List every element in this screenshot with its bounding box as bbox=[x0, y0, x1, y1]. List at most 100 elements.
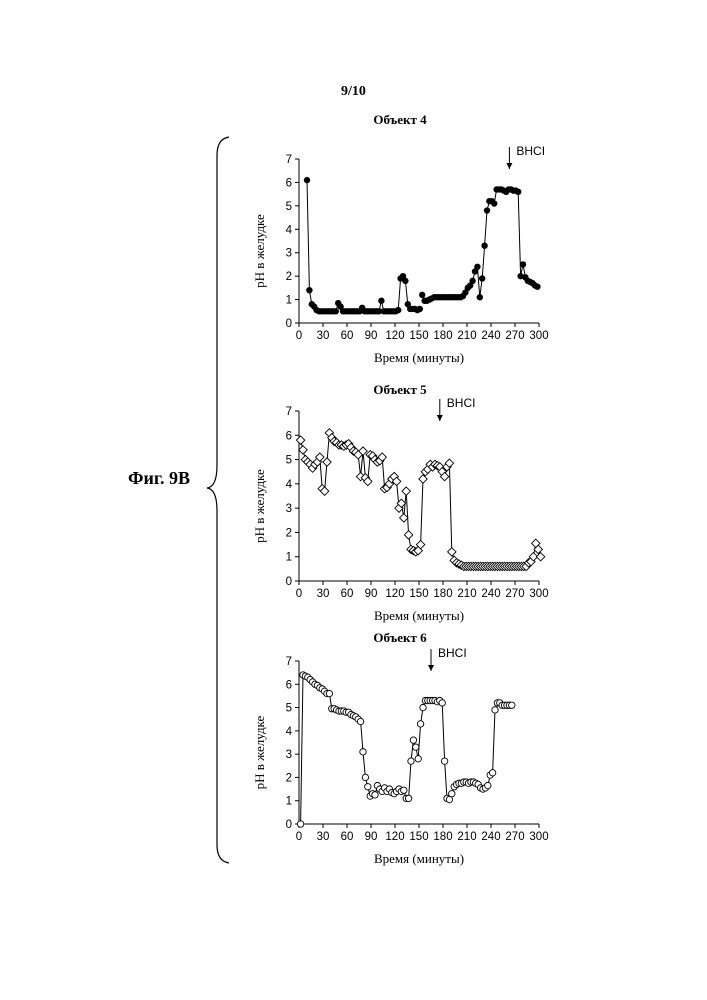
x-axis-label: Время (минуты) bbox=[374, 851, 464, 866]
arrow-head bbox=[437, 415, 443, 421]
data-point bbox=[520, 261, 526, 267]
chart-subject-4: Объект 4 0123456703060901201501802102402… bbox=[245, 112, 555, 372]
x-tick-label: 0 bbox=[296, 831, 302, 843]
data-point bbox=[534, 283, 540, 289]
data-point bbox=[449, 791, 455, 797]
chart-subject-6: Объект 6 0123456703060901201501802102402… bbox=[245, 630, 555, 870]
y-tick-label: 6 bbox=[286, 679, 292, 691]
data-point bbox=[360, 749, 366, 755]
data-point bbox=[417, 721, 423, 727]
x-tick-label: 210 bbox=[457, 831, 476, 843]
x-tick-label: 180 bbox=[433, 831, 452, 843]
data-point bbox=[372, 792, 378, 798]
x-tick-label: 210 bbox=[457, 330, 476, 342]
data-point bbox=[474, 264, 480, 270]
x-tick-label: 300 bbox=[529, 330, 548, 342]
data-point bbox=[306, 287, 312, 293]
data-point bbox=[405, 795, 411, 801]
x-tick-label: 120 bbox=[385, 588, 404, 600]
data-point bbox=[479, 275, 485, 281]
y-tick-label: 0 bbox=[286, 318, 292, 330]
x-tick-label: 60 bbox=[341, 831, 354, 843]
x-tick-label: 90 bbox=[365, 831, 378, 843]
y-tick-label: 0 bbox=[286, 819, 292, 831]
x-tick-label: 60 bbox=[341, 330, 354, 342]
data-point bbox=[419, 475, 427, 483]
arrow-head bbox=[428, 665, 434, 671]
x-tick-label: 300 bbox=[529, 831, 548, 843]
x-tick-label: 150 bbox=[409, 588, 428, 600]
y-tick-label: 7 bbox=[286, 656, 292, 668]
data-point bbox=[400, 514, 408, 522]
y-tick-label: 1 bbox=[286, 796, 292, 808]
data-point bbox=[417, 306, 423, 312]
x-tick-label: 60 bbox=[341, 588, 354, 600]
annotation-label: BHCI bbox=[447, 396, 476, 410]
chart-plot: 012345670306090120150180210240270300Врем… bbox=[245, 112, 555, 372]
x-tick-label: 180 bbox=[433, 588, 452, 600]
y-tick-label: 5 bbox=[286, 201, 292, 213]
y-tick-label: 6 bbox=[286, 177, 292, 189]
data-point bbox=[297, 821, 303, 827]
x-tick-label: 90 bbox=[365, 330, 378, 342]
data-point bbox=[509, 702, 515, 708]
data-point bbox=[365, 784, 371, 790]
chart-plot: 012345670306090120150180210240270300Врем… bbox=[245, 630, 555, 870]
data-point bbox=[415, 756, 421, 762]
y-tick-label: 2 bbox=[286, 271, 292, 283]
chart-subject-5: Объект 5 0123456703060901201501802102402… bbox=[245, 382, 555, 622]
x-tick-label: 270 bbox=[505, 831, 524, 843]
x-tick-label: 300 bbox=[529, 588, 548, 600]
x-tick-label: 0 bbox=[296, 330, 302, 342]
y-tick-label: 7 bbox=[286, 154, 292, 166]
x-tick-label: 30 bbox=[317, 330, 330, 342]
series-line bbox=[422, 190, 537, 301]
data-point bbox=[469, 278, 475, 284]
y-tick-label: 2 bbox=[286, 527, 292, 539]
data-point bbox=[489, 770, 495, 776]
y-axis-label: pH в желудке bbox=[252, 214, 267, 288]
x-tick-label: 210 bbox=[457, 588, 476, 600]
y-axis-label: pH в желудке bbox=[252, 469, 267, 543]
data-point bbox=[323, 458, 331, 466]
data-point bbox=[515, 189, 521, 195]
data-point bbox=[304, 177, 310, 183]
data-point bbox=[441, 758, 447, 764]
data-point bbox=[439, 700, 445, 706]
data-point bbox=[410, 737, 416, 743]
x-tick-label: 90 bbox=[365, 588, 378, 600]
data-point bbox=[408, 758, 414, 764]
figure-label: Фиг. 9B bbox=[128, 468, 190, 489]
y-tick-label: 4 bbox=[286, 224, 293, 236]
x-tick-label: 150 bbox=[409, 831, 428, 843]
y-tick-label: 2 bbox=[286, 772, 292, 784]
y-tick-label: 4 bbox=[286, 479, 293, 491]
data-point bbox=[299, 446, 307, 454]
x-tick-label: 270 bbox=[505, 588, 524, 600]
data-point bbox=[484, 207, 490, 213]
annotation-label: BHCI bbox=[516, 144, 545, 158]
data-point bbox=[395, 307, 401, 313]
y-tick-label: 7 bbox=[286, 406, 292, 418]
data-point bbox=[378, 298, 384, 304]
y-tick-label: 3 bbox=[286, 248, 292, 260]
x-tick-label: 120 bbox=[385, 330, 404, 342]
x-tick-label: 180 bbox=[433, 330, 452, 342]
y-tick-label: 3 bbox=[286, 503, 292, 515]
data-point bbox=[326, 690, 332, 696]
data-point bbox=[296, 436, 304, 444]
data-point bbox=[491, 200, 497, 206]
x-tick-label: 150 bbox=[409, 330, 428, 342]
arrow-head bbox=[506, 163, 512, 169]
y-tick-label: 0 bbox=[286, 576, 292, 588]
data-point bbox=[448, 548, 456, 556]
x-tick-label: 240 bbox=[481, 831, 500, 843]
chart-plot: 012345670306090120150180210240270300Врем… bbox=[245, 382, 555, 622]
x-tick-label: 240 bbox=[481, 588, 500, 600]
y-tick-label: 5 bbox=[286, 703, 292, 715]
data-point bbox=[492, 707, 498, 713]
data-point bbox=[357, 718, 363, 724]
x-tick-label: 30 bbox=[317, 588, 330, 600]
y-tick-label: 1 bbox=[286, 295, 292, 307]
x-tick-label: 0 bbox=[296, 588, 302, 600]
